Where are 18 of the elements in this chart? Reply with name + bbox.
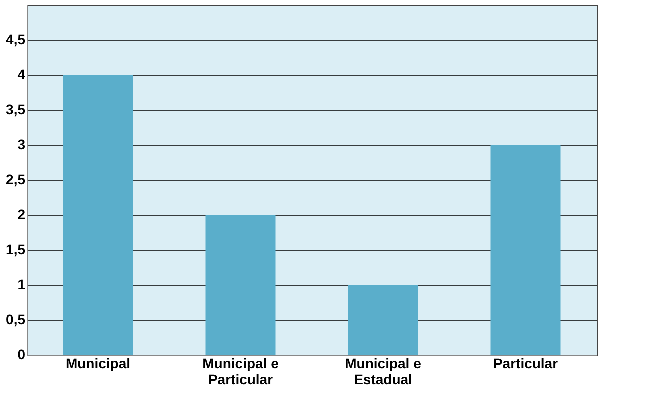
y-tick-label: 0 <box>18 346 26 362</box>
y-tick-label: 4 <box>18 66 26 82</box>
y-tick-label: 4,5 <box>6 32 26 48</box>
x-tick-label: Particular <box>493 356 559 372</box>
y-tick-label: 3 <box>18 136 26 152</box>
y-tick-label: 1,5 <box>6 242 26 258</box>
x-tick-label: Municipal e Particular <box>202 356 280 388</box>
y-tick-label: 0,5 <box>6 312 26 328</box>
bar <box>348 285 418 355</box>
x-tick-label: Municipal e Estadual <box>345 356 422 388</box>
y-tick-label: 2,5 <box>6 172 26 188</box>
bar <box>490 145 561 355</box>
y-tick-label: 2 <box>18 206 26 222</box>
y-tick-label: 1 <box>18 276 26 292</box>
x-tick-label: Municipal <box>66 356 131 372</box>
y-tick-label: 3,5 <box>6 102 26 118</box>
bar <box>206 215 276 355</box>
bar <box>63 75 134 355</box>
